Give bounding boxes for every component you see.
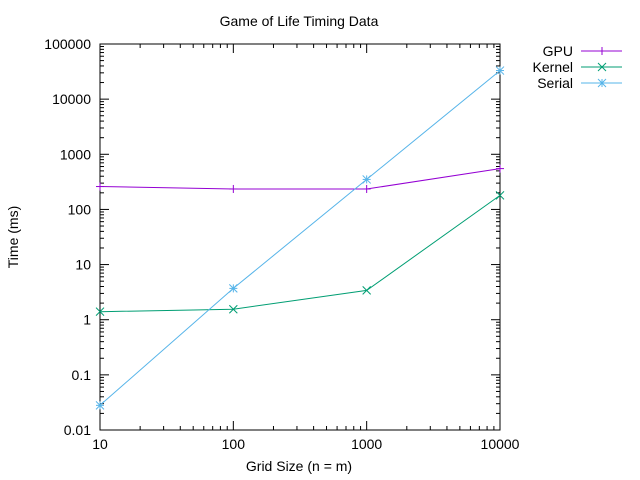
series-line-serial <box>99 70 501 406</box>
x-tick-label: 10000 <box>481 436 520 452</box>
y-tick-label: 0.1 <box>72 367 92 383</box>
data-point-kernel <box>362 286 372 295</box>
y-tick-label: 100000 <box>44 36 91 52</box>
axis-ticks: 0.01 0.1 1 10 100 1000 10000 100000 10 100 1000 100… <box>44 36 519 452</box>
y-tick-label: 100 <box>68 201 92 217</box>
series-serial <box>95 66 505 410</box>
data-point-gpu <box>229 184 238 193</box>
series-gpu <box>96 164 504 193</box>
plot-frame <box>99 43 501 431</box>
legend-marker-kernel <box>597 62 607 72</box>
legend-label-serial: Serial <box>537 75 573 91</box>
data-point-gpu <box>96 182 104 191</box>
series-line-gpu <box>99 168 501 190</box>
legend-marker-gpu <box>598 47 606 55</box>
data-point-gpu <box>496 164 504 173</box>
y-axis-label: Time (ms) <box>5 206 21 268</box>
y-tick-label: 10 <box>75 257 91 273</box>
legend-label-kernel: Kernel <box>533 59 573 75</box>
x-axis-label: Grid Size (n = m) <box>246 458 352 474</box>
data-point-serial <box>362 175 372 184</box>
y-tick-label: 10000 <box>52 91 91 107</box>
y-tick-label: 1 <box>83 312 91 328</box>
data-point-kernel <box>495 190 505 200</box>
x-tick-label: 1000 <box>351 436 382 452</box>
series-kernel <box>95 190 505 317</box>
data-point-gpu <box>362 184 371 193</box>
legend-marker-serial <box>597 78 607 88</box>
x-tick-label: 100 <box>222 436 246 452</box>
x-tick-label: 10 <box>92 436 108 452</box>
data-point-serial <box>495 66 505 75</box>
y-tick-label: 0.01 <box>64 422 91 438</box>
chart-title: Game of Life Timing Data <box>220 13 379 29</box>
data-point-kernel <box>228 304 238 314</box>
data-point-serial <box>228 284 238 293</box>
data-point-serial <box>95 400 105 410</box>
y-tick-label: 1000 <box>60 146 91 162</box>
series-group <box>95 66 505 410</box>
data-point-kernel <box>95 307 105 317</box>
series-line-kernel <box>99 194 501 313</box>
legend-label-gpu: GPU <box>543 43 573 59</box>
